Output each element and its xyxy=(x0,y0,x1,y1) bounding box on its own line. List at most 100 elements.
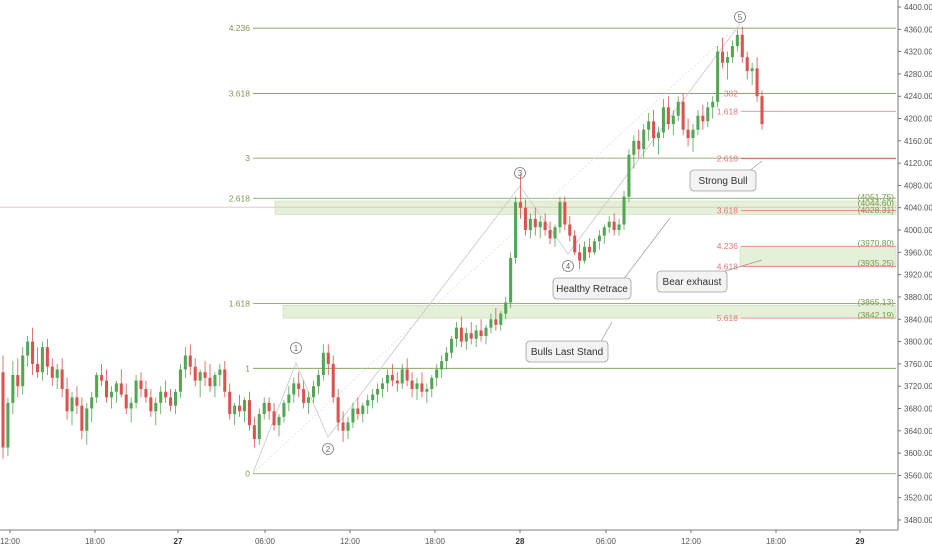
candle-body xyxy=(607,221,611,228)
time-axis[interactable]: 12:00 18:00 27 06:00 12:00 18:00 28 06:00 12:00 1… xyxy=(0,529,898,546)
candle xyxy=(627,149,631,203)
candle-body xyxy=(499,313,503,325)
candle xyxy=(242,397,247,423)
wave-marker xyxy=(562,260,574,272)
candle xyxy=(558,196,562,233)
candle xyxy=(469,322,473,345)
callout-pointer xyxy=(718,259,763,274)
candle xyxy=(233,402,237,426)
candle xyxy=(50,358,54,387)
time-tick-label: 29 xyxy=(856,537,865,546)
price-tick-label: 3560.00 xyxy=(904,471,932,480)
candle-body xyxy=(489,319,493,328)
candle xyxy=(592,238,596,256)
price-tick-label: 4360.00 xyxy=(904,25,932,34)
candle xyxy=(316,369,320,395)
candle xyxy=(331,355,335,403)
candle xyxy=(449,335,454,359)
candle-body xyxy=(336,397,340,423)
candle xyxy=(267,397,271,420)
candle xyxy=(351,402,355,428)
candles xyxy=(1,26,764,459)
candle xyxy=(277,414,281,437)
wave-marker xyxy=(290,342,302,354)
candle-body xyxy=(632,140,636,155)
price-tick-label: 3680.00 xyxy=(904,404,932,413)
candle-body xyxy=(272,411,276,426)
candle xyxy=(292,377,296,403)
candle xyxy=(583,241,587,264)
level-value-label: (4044.60) xyxy=(858,198,895,208)
candle-body xyxy=(385,375,389,384)
candle xyxy=(612,213,616,236)
candle-body xyxy=(164,391,168,398)
candle-body xyxy=(257,414,261,440)
candle-body xyxy=(627,154,631,197)
candle xyxy=(104,369,109,403)
candle-body xyxy=(183,355,187,370)
candle xyxy=(514,196,518,264)
fib-projection-label: 2.618 xyxy=(717,154,739,164)
candle-body xyxy=(573,235,577,253)
candle-body xyxy=(696,115,700,130)
candle-body xyxy=(173,391,178,406)
candle-body xyxy=(755,68,759,97)
candle xyxy=(95,372,99,403)
candle xyxy=(405,358,409,387)
candle xyxy=(518,174,523,219)
callout: Bulls Last Stand xyxy=(525,321,613,363)
candle xyxy=(346,416,350,440)
candle xyxy=(548,221,552,244)
candle xyxy=(371,388,375,409)
candle-body xyxy=(218,369,222,376)
time-tick-label: 12:00 xyxy=(340,537,361,546)
candle-body xyxy=(440,361,444,370)
candle-body xyxy=(129,402,133,409)
candle-body xyxy=(139,380,143,389)
candle-body xyxy=(553,227,557,239)
time-tick-label: 27 xyxy=(174,537,183,546)
candle xyxy=(711,96,715,119)
candle-body xyxy=(95,375,99,398)
candle-body xyxy=(321,352,325,376)
candle xyxy=(701,104,705,130)
candle-body xyxy=(178,369,182,392)
price-tick-label: 3960.00 xyxy=(904,248,932,257)
candle xyxy=(336,388,340,431)
candle-body xyxy=(622,196,626,225)
candle-body xyxy=(144,388,148,398)
candle xyxy=(45,338,49,376)
candle xyxy=(307,391,311,415)
candle xyxy=(287,386,291,412)
candle xyxy=(65,377,69,420)
candle-body xyxy=(371,394,375,401)
candle xyxy=(721,37,725,69)
candle xyxy=(528,213,532,239)
price-tick-label: 4160.00 xyxy=(904,137,932,146)
candle-body xyxy=(504,302,508,314)
candle xyxy=(321,344,325,381)
candle-body xyxy=(518,202,523,208)
level-value-label: (4051.75) xyxy=(858,192,895,202)
candle-body xyxy=(346,422,350,431)
candle-body xyxy=(494,319,498,325)
candle-body xyxy=(509,257,513,303)
price-axis[interactable]: 3480.00 3520.00 3560.00 3600.00 3640.00 3680.… xyxy=(897,0,932,530)
candle xyxy=(6,397,10,456)
candle xyxy=(533,207,537,236)
candle-body xyxy=(583,246,587,261)
candle xyxy=(740,26,744,63)
wave-marker xyxy=(322,443,334,455)
candle-body xyxy=(40,347,44,373)
candle-body xyxy=(252,425,256,440)
candle-body xyxy=(716,51,720,102)
candle-body xyxy=(31,341,35,364)
candle-body xyxy=(70,397,74,412)
candle-body xyxy=(745,57,749,72)
candle xyxy=(425,383,429,403)
candle-body xyxy=(159,391,163,403)
price-tick-label: 3880.00 xyxy=(904,293,932,302)
candle-body xyxy=(400,369,404,384)
fib-projection-label: 5.618 xyxy=(717,313,739,323)
candle-body xyxy=(543,221,547,231)
